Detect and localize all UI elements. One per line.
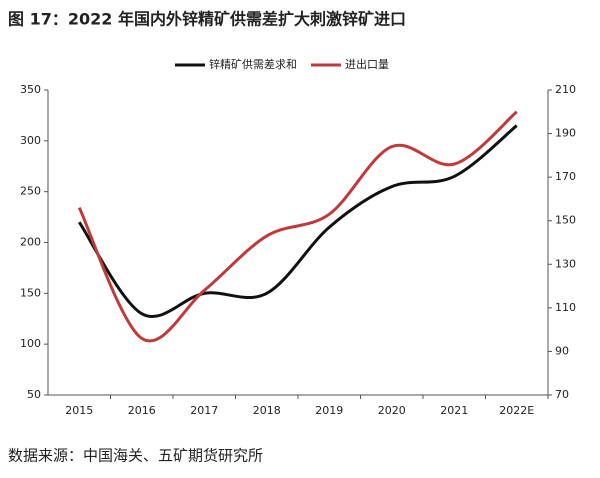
x-tick-label: 2017	[190, 404, 218, 417]
source-note: 数据来源：中国海关、五矿期货研究所	[8, 447, 263, 465]
y2-tick-label: 90	[555, 344, 569, 357]
y2-tick-label: 190	[555, 127, 576, 140]
y2-tick-label: 150	[555, 214, 576, 227]
y2-tick-label: 170	[555, 170, 576, 183]
series-line	[77, 110, 518, 343]
y2-tick-label: 70	[555, 388, 569, 401]
y-tick-label: 350	[20, 83, 41, 96]
y-tick-label: 150	[20, 286, 41, 299]
chart-title: 图 17：2022 年国内外锌精矿供需差扩大刺激锌矿进口	[8, 10, 406, 29]
x-tick-label: 2020	[378, 404, 406, 417]
x-tick-label: 2015	[65, 404, 93, 417]
x-tick-label: 2018	[253, 404, 281, 417]
x-tick-label: 2022E	[499, 404, 534, 417]
legend-label: 进出口量	[345, 57, 389, 71]
y2-tick-label: 210	[555, 83, 576, 96]
y-tick-label: 100	[20, 337, 41, 350]
y-tick-label: 300	[20, 134, 41, 147]
y2-tick-label: 130	[555, 257, 576, 270]
x-tick-label: 2016	[128, 404, 156, 417]
series-line	[78, 124, 518, 318]
y-tick-label: 50	[27, 388, 41, 401]
y-tick-label: 250	[20, 185, 41, 198]
y-tick-label: 200	[20, 236, 41, 249]
y2-tick-label: 110	[555, 301, 576, 314]
x-tick-label: 2019	[315, 404, 343, 417]
legend-label: 锌精矿供需差求和	[209, 57, 297, 71]
x-tick-label: 2021	[440, 404, 468, 417]
